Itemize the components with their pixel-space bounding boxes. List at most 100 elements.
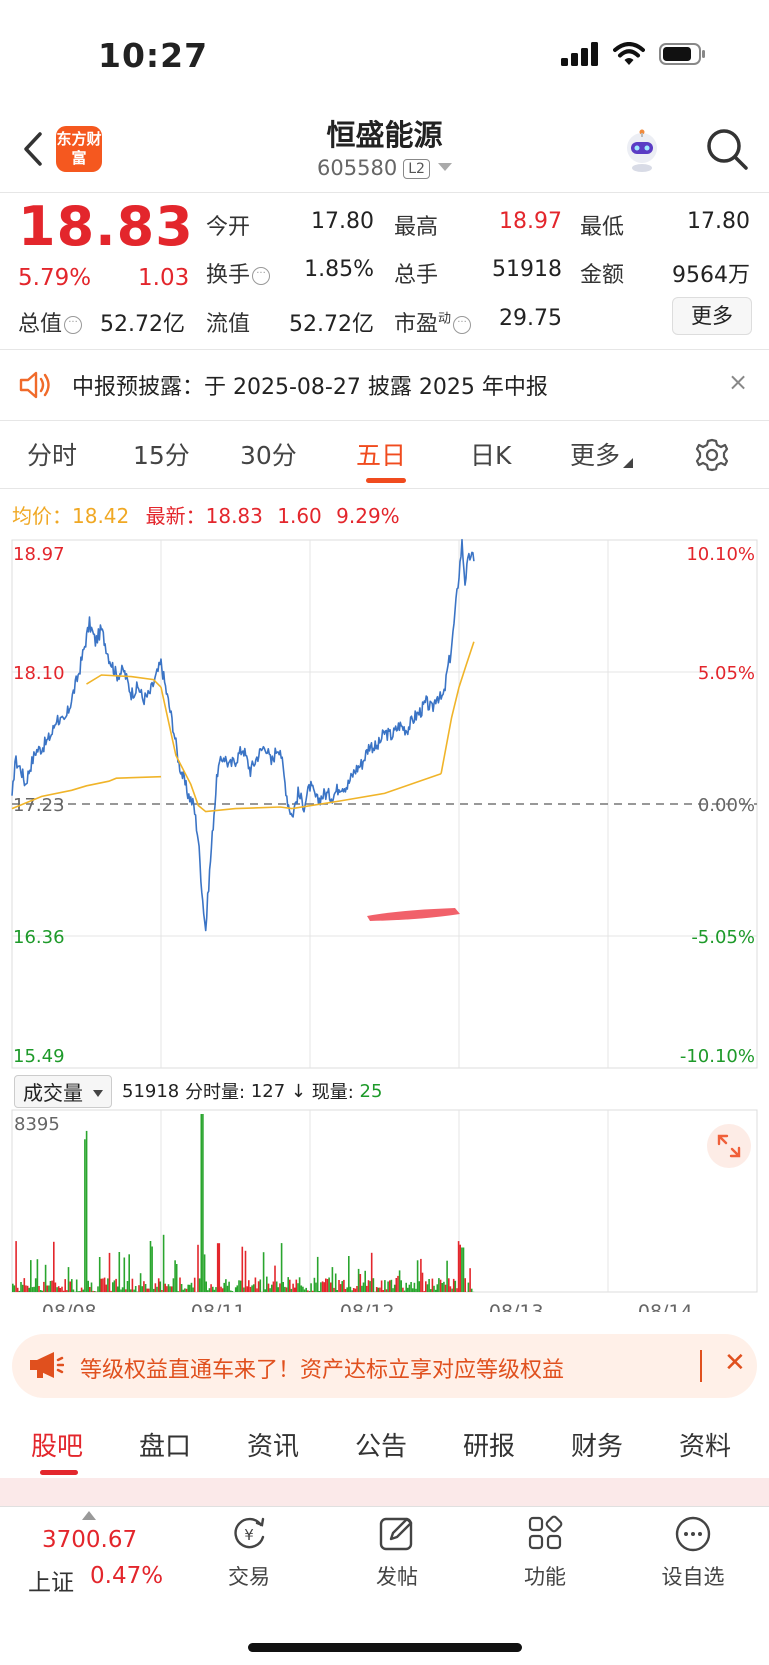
index-name[interactable]: 上证 [28, 1570, 74, 1596]
volume-bar [15, 1241, 17, 1292]
average-price-line [440, 641, 475, 774]
tab-more[interactable]: 更多 [570, 436, 634, 472]
gear-icon[interactable] [695, 438, 729, 472]
close-icon[interactable]: ✕ [724, 1348, 746, 1378]
day-labels: 08/08 08/11 08/12 08/13 08/14 [42, 1301, 693, 1312]
tab-30min[interactable]: 30分 [240, 441, 297, 470]
chart-tabs: 分时 15分 30分 五日 日K 更多 [0, 422, 769, 486]
volume-bar [403, 1290, 406, 1292]
volume-bar [284, 1286, 286, 1292]
volume-bar [51, 1280, 53, 1292]
volume-bar [289, 1279, 291, 1292]
volume-bar [251, 1285, 253, 1292]
volume-bar [241, 1246, 244, 1292]
tab-order-book[interactable]: 盘口 [139, 1432, 192, 1462]
volume-bar [287, 1277, 289, 1292]
nav-post[interactable]: 发帖 [347, 1515, 447, 1591]
volume-bar [397, 1275, 399, 1292]
tab-daily-k[interactable]: 日K [470, 441, 512, 470]
volume-bar [446, 1260, 448, 1292]
volume-bar [33, 1286, 35, 1292]
index-percent[interactable]: 0.47% [90, 1563, 164, 1589]
volume-bar [139, 1273, 142, 1292]
stat-turnover: 1.85% [304, 257, 374, 282]
content-tabs: 股吧 盘口 资讯 公告 研报 财务 资料 [0, 1410, 769, 1478]
stock-code-row[interactable]: 605580 L2 [0, 156, 769, 180]
volume-bar [303, 1289, 306, 1292]
post-preview-strip[interactable] [0, 1478, 769, 1508]
volume-bar [225, 1279, 227, 1292]
avg-price-value: 18.42 [72, 504, 130, 528]
volume-bar [169, 1286, 171, 1292]
nav-watchlist[interactable]: 设自选 [643, 1515, 743, 1591]
price-tick-label: 18.97 [13, 544, 65, 565]
nav-trade[interactable]: ¥ 交易 [199, 1515, 299, 1591]
chevron-down-icon [93, 1089, 103, 1097]
volume-bar [134, 1286, 137, 1292]
tab-news[interactable]: 资讯 [247, 1432, 300, 1462]
volume-indicator-select[interactable]: 成交量 [14, 1074, 112, 1108]
volume-bar [464, 1278, 466, 1292]
stat-label: 最高 [394, 215, 439, 240]
index-value[interactable]: 3700.67 [42, 1527, 138, 1553]
volume-bar [423, 1291, 425, 1292]
volume-bar [141, 1286, 144, 1292]
tab-financials[interactable]: 财务 [571, 1432, 624, 1462]
promo-banner[interactable]: 等级权益直通车来了！资产达标立享对应等级权益 ✕ [12, 1334, 757, 1398]
volume-bar [69, 1281, 71, 1292]
grid-apps-icon [528, 1515, 563, 1550]
volume-bar [433, 1285, 435, 1292]
stat-turnover-label[interactable]: 换手 ··· [206, 257, 271, 289]
total-value-label[interactable]: 总值 ··· [18, 306, 83, 338]
tab-profile[interactable]: 资料 [679, 1432, 732, 1462]
volume-bar [189, 1284, 191, 1292]
five-day-chart[interactable]: 18.97 10.10% 18.10 5.05% 17.23 0.00% 16.36 -5.0… [0, 532, 769, 1312]
volume-bar [56, 1287, 58, 1292]
info-icon[interactable]: ··· [252, 267, 271, 285]
volume-bar [97, 1286, 99, 1292]
volume-bar [153, 1288, 155, 1292]
stat-pe-label[interactable]: 市盈动 ··· [394, 306, 472, 338]
volume-bar [470, 1288, 473, 1292]
volume-bar [310, 1283, 312, 1292]
tab-research[interactable]: 研报 [463, 1432, 516, 1462]
search-icon[interactable] [702, 124, 752, 174]
volume-bar [407, 1287, 409, 1292]
volume-bar [439, 1279, 442, 1292]
app-logo: 东方财富 [56, 126, 102, 172]
pct-tick-label: -5.05% [691, 927, 755, 948]
volume-bar [90, 1282, 93, 1292]
tab-15min[interactable]: 15分 [133, 441, 190, 470]
volume-bar [13, 1285, 16, 1292]
nav-functions[interactable]: 功能 [495, 1515, 595, 1591]
info-icon[interactable]: ··· [64, 316, 83, 334]
more-button[interactable]: 更多 [672, 297, 752, 335]
volume-bar [413, 1282, 416, 1292]
info-icon[interactable]: ··· [453, 316, 472, 334]
volume-bar [215, 1287, 217, 1292]
tab-forum[interactable]: 股吧 [31, 1432, 84, 1462]
tab-announcements[interactable]: 公告 [355, 1432, 408, 1462]
stat-label: 总手 [394, 263, 439, 288]
select-label: 成交量 [23, 1080, 83, 1105]
volume-bar [411, 1288, 414, 1292]
notice-bar[interactable]: 中报预披露：于 2025-08-27 披露 2025 年中报 × [0, 350, 769, 420]
volume-bar [148, 1288, 150, 1292]
close-icon[interactable]: × [728, 368, 749, 396]
volume-bar [180, 1284, 183, 1292]
volume-bar [46, 1285, 48, 1292]
volume-bar [110, 1290, 112, 1292]
robot-assistant-icon[interactable] [618, 126, 666, 174]
chart-lines [11, 538, 475, 932]
volume-bar [357, 1268, 360, 1292]
expand-icon[interactable] [707, 1124, 751, 1168]
stat-low: 17.80 [687, 209, 750, 234]
megaphone-icon [30, 1352, 64, 1378]
chart-axis-labels: 18.97 10.10% 18.10 5.05% 17.23 0.00% 16.36 -5.0… [13, 544, 755, 1067]
tab-five-day[interactable]: 五日 [356, 441, 407, 470]
price-line [11, 538, 475, 932]
nav-label: 功能 [524, 1565, 566, 1589]
back-arrow-icon[interactable] [14, 124, 54, 174]
tab-intraday[interactable]: 分时 [27, 441, 78, 470]
volume-bar [449, 1286, 452, 1292]
